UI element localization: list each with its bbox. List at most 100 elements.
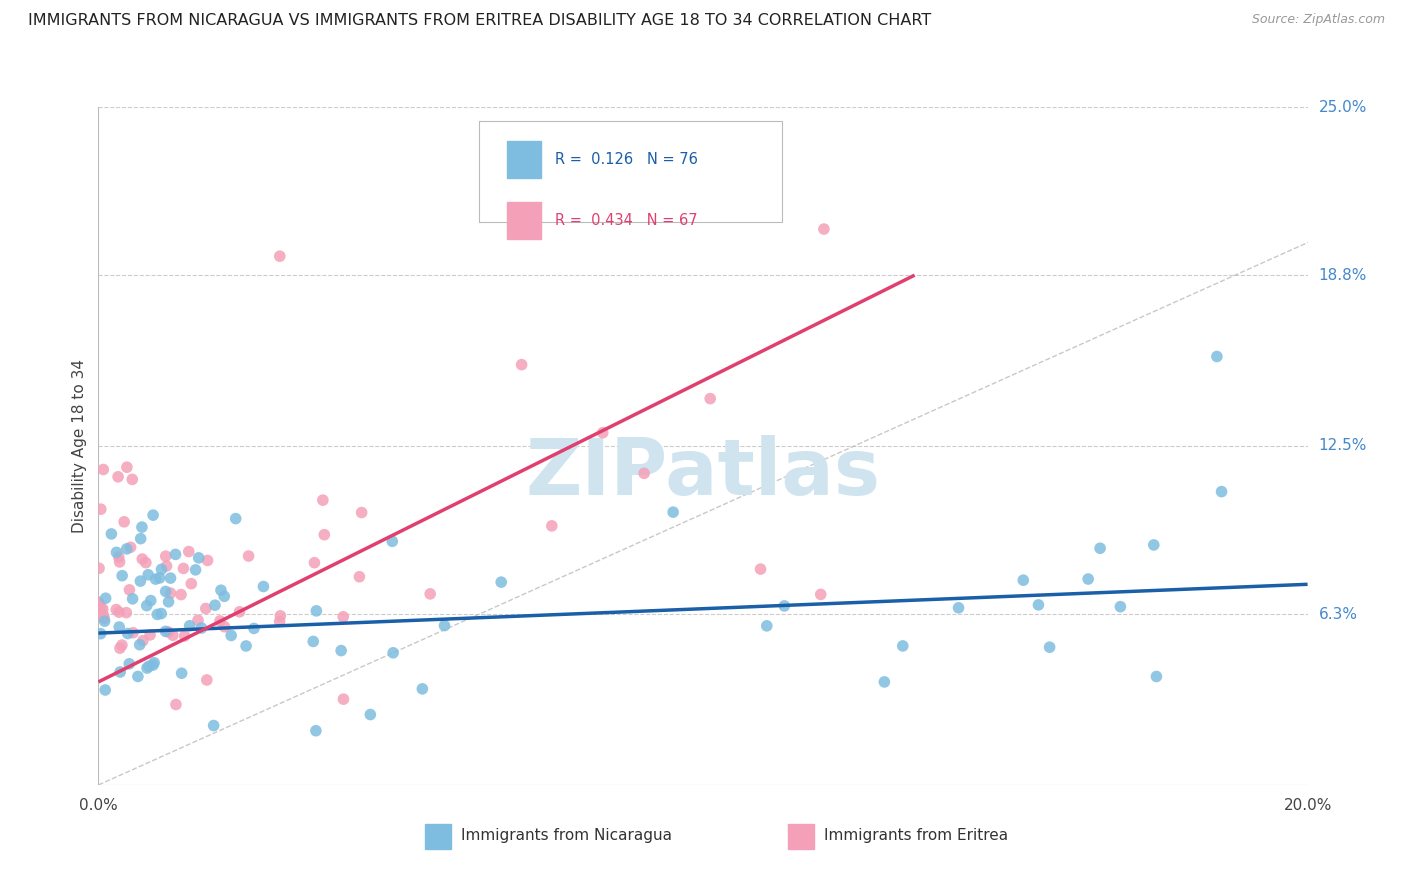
Point [139,628,162,642]
Point [135,556,157,570]
Point [1012,573,1035,587]
Point [115,541,138,556]
Point [194,601,217,615]
Point [540,519,562,533]
Point [228,605,250,619]
Text: R =  0.126   N = 76: R = 0.126 N = 76 [555,152,699,167]
Point [179,618,201,632]
Point [159,586,181,600]
Point [117,626,139,640]
Point [108,620,131,634]
Point [108,641,131,656]
Point [139,593,162,607]
Point [121,472,143,486]
Point [332,692,354,706]
Point [489,575,512,590]
Point [157,625,180,640]
Point [108,665,131,679]
Point [107,549,129,564]
Text: 6.3%: 6.3% [1319,607,1358,622]
Point [304,556,326,570]
Point [146,607,169,622]
Point [121,591,143,606]
Point [159,571,181,585]
Point [948,600,970,615]
Point [269,608,291,623]
Point [1088,541,1111,556]
Point [155,549,177,564]
Point [173,629,195,643]
Point [150,607,173,621]
Point [118,657,141,671]
Point [813,222,835,236]
Point [90,601,112,615]
Point [312,493,335,508]
Text: Immigrants from Nicaragua: Immigrants from Nicaragua [461,829,672,843]
Point [165,698,187,712]
Bar [508,202,541,239]
Point [87,595,110,609]
Point [129,574,152,588]
Bar [508,141,541,178]
Point [187,613,209,627]
Point [136,567,159,582]
Point [115,606,138,620]
Point [773,599,796,613]
Point [219,628,242,642]
Point [87,597,110,611]
Point [873,674,896,689]
Point [112,515,135,529]
Point [162,628,184,642]
Text: 25.0%: 25.0% [1319,100,1367,114]
Point [145,572,167,586]
Point [128,638,150,652]
Point [190,621,212,635]
Point [87,561,110,575]
Point [155,624,177,639]
Point [120,541,142,555]
Point [810,587,832,601]
Point [243,622,266,636]
Point [349,570,371,584]
Point [108,555,131,569]
Point [93,611,115,625]
Point [592,425,614,440]
Point [411,681,433,696]
Point [157,595,180,609]
Point [1109,599,1132,614]
Point [749,562,772,576]
Point [269,249,291,263]
Point [238,549,260,563]
Point [1077,572,1099,586]
Point [208,614,231,628]
Point [214,590,236,604]
Point [155,559,177,574]
Point [155,584,177,599]
Point [142,508,165,523]
Bar [425,823,451,849]
Point [131,552,153,566]
Point [202,718,225,732]
Point [1143,538,1166,552]
Y-axis label: Disability Age 18 to 34: Disability Age 18 to 34 [72,359,87,533]
Point [172,561,194,575]
Point [252,580,274,594]
Text: 18.8%: 18.8% [1319,268,1367,283]
Text: 12.5%: 12.5% [1319,439,1367,453]
Text: Immigrants from Eritrea: Immigrants from Eritrea [824,829,1008,843]
Point [433,618,456,632]
Point [100,527,122,541]
Point [699,392,721,406]
Point [235,639,257,653]
Point [142,658,165,673]
Point [269,615,291,629]
Point [165,548,187,562]
Text: R =  0.434   N = 67: R = 0.434 N = 67 [555,213,699,228]
Point [105,545,128,559]
Point [170,666,193,681]
Point [111,568,134,582]
Point [136,661,159,675]
Point [143,656,166,670]
Point [305,723,328,738]
Text: IMMIGRANTS FROM NICARAGUA VS IMMIGRANTS FROM ERITREA DISABILITY AGE 18 TO 34 COR: IMMIGRANTS FROM NICARAGUA VS IMMIGRANTS … [28,13,931,29]
